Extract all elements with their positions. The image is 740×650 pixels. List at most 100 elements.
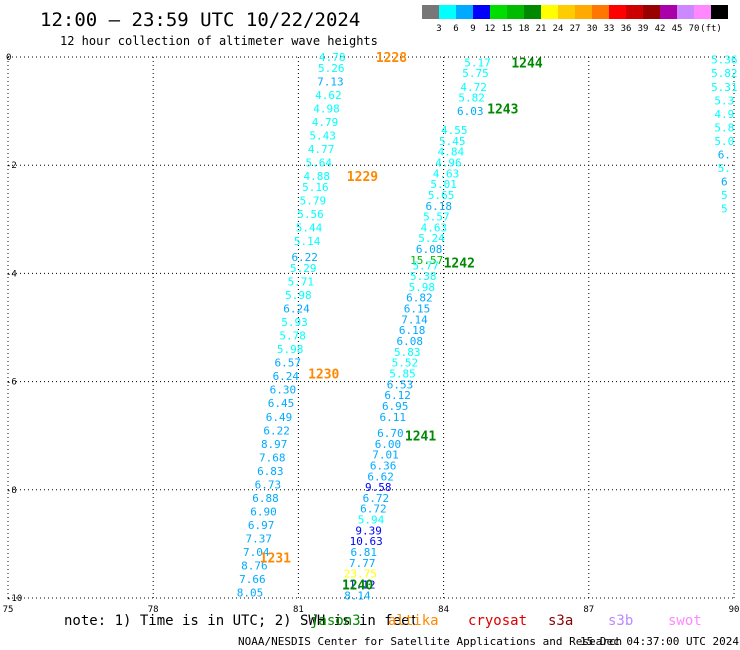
data-point: 6.53 <box>387 378 414 391</box>
data-point: 6 <box>721 175 728 188</box>
data-point: 6.12 <box>384 389 411 402</box>
y-tick-label: -2 <box>6 161 17 171</box>
colorbar-swatch <box>575 5 592 19</box>
data-point: 5.71 <box>288 276 315 289</box>
colorbar-label: 24 <box>553 24 564 34</box>
data-point: 10.63 <box>350 535 383 548</box>
data-point: 5.56 <box>297 208 324 221</box>
x-tick-label: 75 <box>3 605 14 615</box>
data-point: 7.01 <box>372 449 399 462</box>
track-label: 1231 <box>260 551 291 566</box>
data-point: 8.05 <box>237 587 264 600</box>
y-tick-label: -4 <box>6 269 17 279</box>
data-point: 7.66 <box>239 573 266 586</box>
track-label: 1228 <box>376 51 407 66</box>
colorbar-swatch <box>711 5 728 19</box>
data-point: 5.64 <box>305 156 332 169</box>
track-labels: 1228 1229 1230 1231 1240 1241 1242 1243 1244 <box>260 51 543 593</box>
data-point: 6.08 <box>396 335 423 348</box>
x-tick-label: 90 <box>729 605 740 615</box>
data-point: 5.17 <box>464 56 491 69</box>
y-tick-label: -8 <box>6 486 17 496</box>
axis-tick-labels: 75 78 81 84 87 90 0 -2 -4 -6 -8 -10 <box>3 53 740 615</box>
data-point: 5.44 <box>296 221 323 234</box>
data-point: 5.98 <box>409 281 436 294</box>
data-point: 6. <box>718 148 731 161</box>
colorbar-swatch <box>473 5 490 19</box>
data-point: 5.79 <box>300 194 327 207</box>
colorbar-swatch <box>507 5 524 19</box>
chart-subtitle: 12 hour collection of altimeter wave hei… <box>60 34 378 48</box>
satellite-legend: jason3 altika cryosat s3a s3b swot <box>310 613 702 629</box>
colorbar-swatch <box>677 5 694 19</box>
satellite-legend-item: swot <box>668 613 702 629</box>
colorbar-label: 39 <box>638 24 649 34</box>
data-point: 7.13 <box>317 75 344 88</box>
data-point: 5.82 <box>711 67 738 80</box>
data-point: 5.01 <box>430 178 457 191</box>
data-point: 6.30 <box>270 384 297 397</box>
x-tick-label: 78 <box>148 605 159 615</box>
data-point: 6.11 <box>380 411 407 424</box>
data-point: 4.55 <box>441 124 468 137</box>
colorbar-swatch <box>643 5 660 19</box>
colorbar: 3 6 9 12 15 18 21 24 27 30 33 36 39 42 45 70 (ft) <box>422 5 728 34</box>
data-point: 4.72 <box>460 81 487 94</box>
data-point: 6.45 <box>268 397 295 410</box>
colorbar-swatch <box>558 5 575 19</box>
data-point: 5.75 <box>462 67 489 80</box>
data-point: 6.15 <box>404 303 431 316</box>
y-tick-label: -6 <box>6 378 17 388</box>
data-point: 5.98 <box>285 289 312 302</box>
colorbar-label: 27 <box>570 24 581 34</box>
track-label: 1244 <box>511 56 542 71</box>
data-point: 6.22 <box>263 424 290 437</box>
footer-timestamp: 15 Dec 04:37:00 UTC 2024 <box>580 635 739 648</box>
data-point: 4.84 <box>438 146 465 159</box>
footer-credit: NOAA/NESDIS Center for Satellite Applica… <box>238 635 622 648</box>
data-point: 6.90 <box>250 505 277 518</box>
data-point: 6.73 <box>255 478 282 491</box>
colorbar-label: 33 <box>604 24 615 34</box>
track-label: 1230 <box>308 367 339 382</box>
data-point: 7.37 <box>245 532 272 545</box>
data-point: 5.85 <box>389 367 416 380</box>
data-point: 5.94 <box>358 514 385 527</box>
track-label: 1243 <box>487 102 518 117</box>
data-point: 6.83 <box>257 465 284 478</box>
data-point: 6.82 <box>406 292 433 305</box>
data-point: 5.31 <box>711 81 738 94</box>
data-point: 5.16 <box>302 181 329 194</box>
y-tick-label: -10 <box>6 594 22 604</box>
data-point: 5.83 <box>394 346 421 359</box>
data-point: 4.63 <box>421 221 448 234</box>
data-points: 4.785.267.134.624.984.795.434.775.644.88… <box>237 51 738 602</box>
data-point: 6.49 <box>266 411 293 424</box>
data-point: 6.18 <box>399 324 426 337</box>
colorbar-label: 18 <box>519 24 530 34</box>
data-point: 9.39 <box>355 524 382 537</box>
data-point: 6.81 <box>350 546 377 559</box>
colorbar-swatch <box>694 5 711 19</box>
track-label: 1241 <box>405 430 436 445</box>
colorbar-label: 30 <box>587 24 598 34</box>
data-point: 23.75 <box>344 568 377 581</box>
data-point: 6.95 <box>382 400 409 413</box>
data-point: 7.77 <box>349 557 376 570</box>
x-tick-label: 87 <box>583 605 594 615</box>
chart-title: 12:00 – 23:59 UTC 10/22/2024 <box>40 9 360 31</box>
x-tick-label: 84 <box>438 605 449 615</box>
data-point: 6.24 <box>273 370 300 383</box>
data-point: 6.88 <box>252 492 279 505</box>
data-point: 5.78 <box>279 330 306 343</box>
data-point: 5.77 <box>412 259 439 272</box>
colorbar-label: 42 <box>655 24 666 34</box>
data-point: 4.9 <box>714 108 734 121</box>
satellite-legend-item: altika <box>388 613 439 629</box>
satellite-legend-item: s3b <box>608 613 633 629</box>
data-point: 6.08 <box>416 243 443 256</box>
data-point: 5.65 <box>428 189 455 202</box>
data-point: 4.62 <box>315 89 342 102</box>
satellite-legend-item: cryosat <box>468 613 527 629</box>
